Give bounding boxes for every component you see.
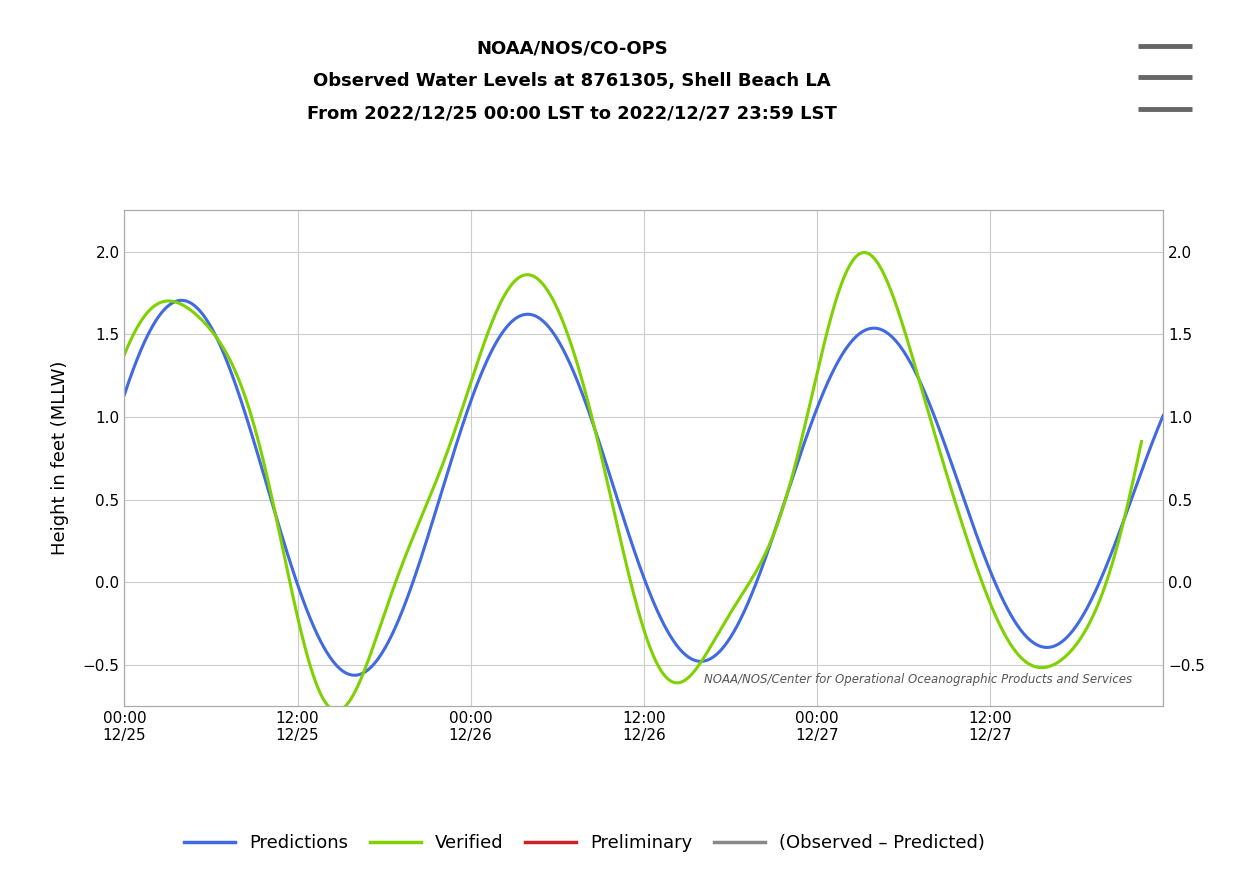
Y-axis label: Height in feet (MLLW): Height in feet (MLLW) xyxy=(51,361,68,555)
Text: Observed Water Levels at 8761305, Shell Beach LA: Observed Water Levels at 8761305, Shell … xyxy=(313,72,831,90)
Text: From 2022/12/25 00:00 LST to 2022/12/27 23:59 LST: From 2022/12/25 00:00 LST to 2022/12/27 … xyxy=(307,104,837,123)
Text: NOAA/NOS/Center for Operational Oceanographic Products and Services: NOAA/NOS/Center for Operational Oceanogr… xyxy=(704,674,1132,686)
Legend: Predictions, Verified, Preliminary, (Observed – Predicted): Predictions, Verified, Preliminary, (Obs… xyxy=(177,827,993,859)
Text: NOAA/NOS/CO-OPS: NOAA/NOS/CO-OPS xyxy=(476,39,668,58)
